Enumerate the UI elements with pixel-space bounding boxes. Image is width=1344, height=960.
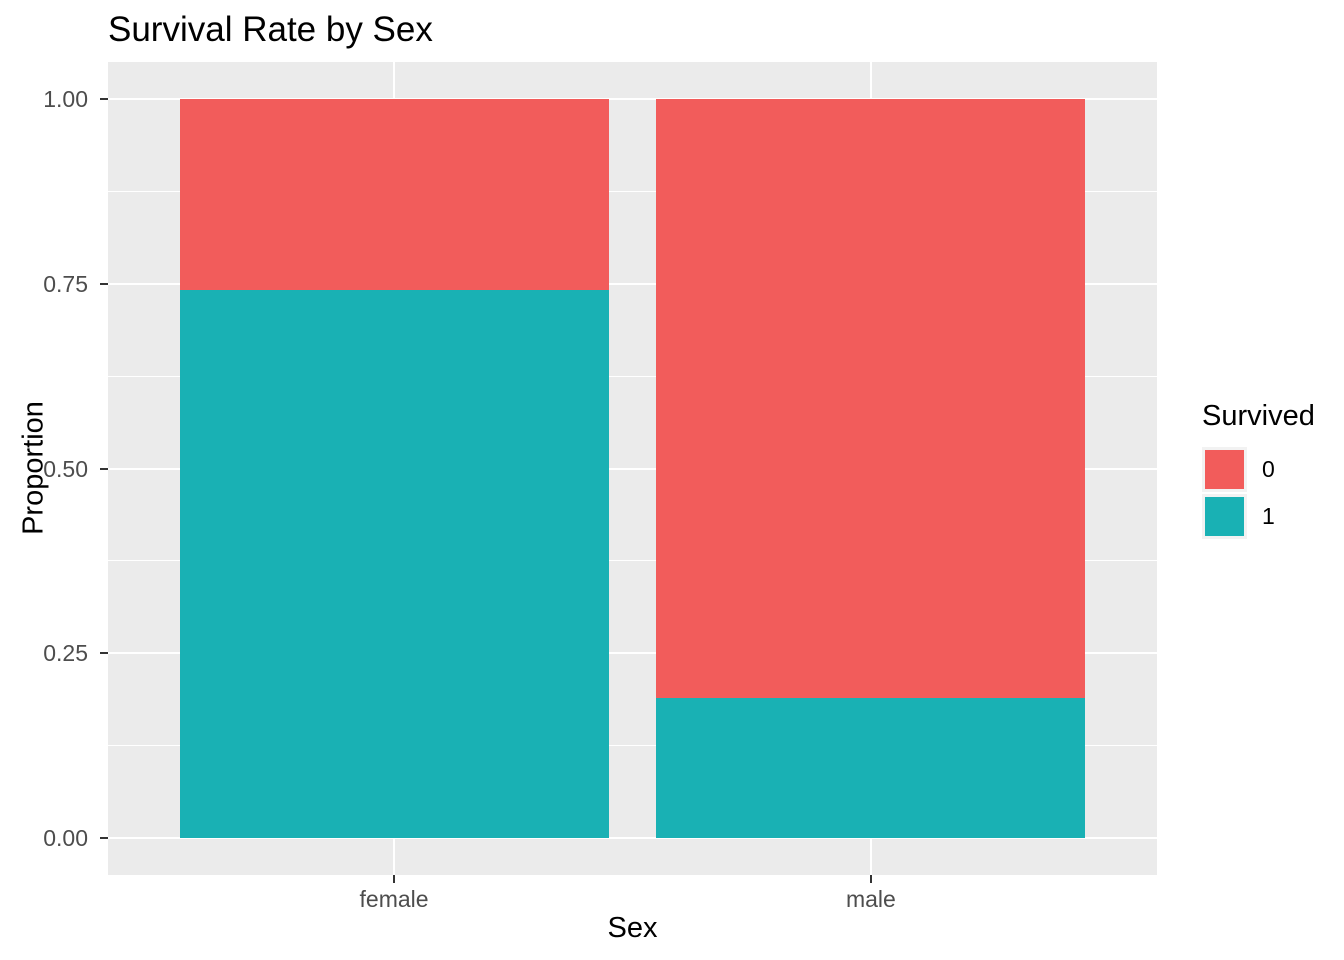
- y-tick-mark: [100, 837, 108, 840]
- legend-entry-label: 1: [1262, 503, 1275, 529]
- bar-segment-male-survived-1: [656, 698, 1086, 839]
- major-gridline: [108, 282, 1157, 285]
- minor-gridline: [108, 745, 1157, 747]
- legend-entry: 0: [1202, 447, 1315, 492]
- major-gridline: [108, 837, 1157, 840]
- legend-key-fill-1: [1205, 497, 1244, 536]
- legend-key-fill-0: [1205, 450, 1244, 489]
- chart-title: Survival Rate by Sex: [108, 10, 433, 49]
- x-tick-label: male: [845, 886, 896, 912]
- legend-entry: 1: [1202, 494, 1315, 539]
- y-tick-label: 0.00: [43, 825, 88, 852]
- y-axis-title: Proportion: [17, 401, 50, 535]
- major-gridline: [108, 652, 1157, 655]
- major-gridline: [108, 97, 1157, 100]
- major-gridline: [108, 467, 1157, 470]
- minor-gridline: [108, 190, 1157, 192]
- y-tick-mark: [100, 652, 108, 655]
- minor-gridline: [108, 375, 1157, 377]
- x-tick-mark: [869, 875, 872, 883]
- y-tick-mark: [100, 467, 108, 470]
- legend-key-swatch: [1202, 494, 1247, 539]
- x-tick-label: female: [359, 886, 429, 912]
- plot-panel: [108, 62, 1157, 875]
- y-tick-mark: [100, 97, 108, 100]
- x-axis-title: Sex: [607, 912, 658, 944]
- bar-segment-male-survived-0: [656, 98, 1086, 699]
- y-tick-label: 1.00: [43, 85, 88, 112]
- legend-title: Survived: [1202, 400, 1315, 432]
- x-tick-mark: [393, 875, 396, 883]
- bar-segment-female-survived-1: [179, 289, 609, 839]
- y-tick-label: 0.50: [43, 455, 88, 482]
- y-tick-label: 0.25: [43, 640, 88, 667]
- minor-gridline: [108, 560, 1157, 562]
- legend-key-swatch: [1202, 447, 1247, 492]
- legend-entry-label: 0: [1262, 456, 1275, 482]
- y-tick-mark: [100, 282, 108, 285]
- y-tick-label: 0.75: [43, 270, 88, 297]
- bar-segment-female-survived-0: [179, 98, 609, 290]
